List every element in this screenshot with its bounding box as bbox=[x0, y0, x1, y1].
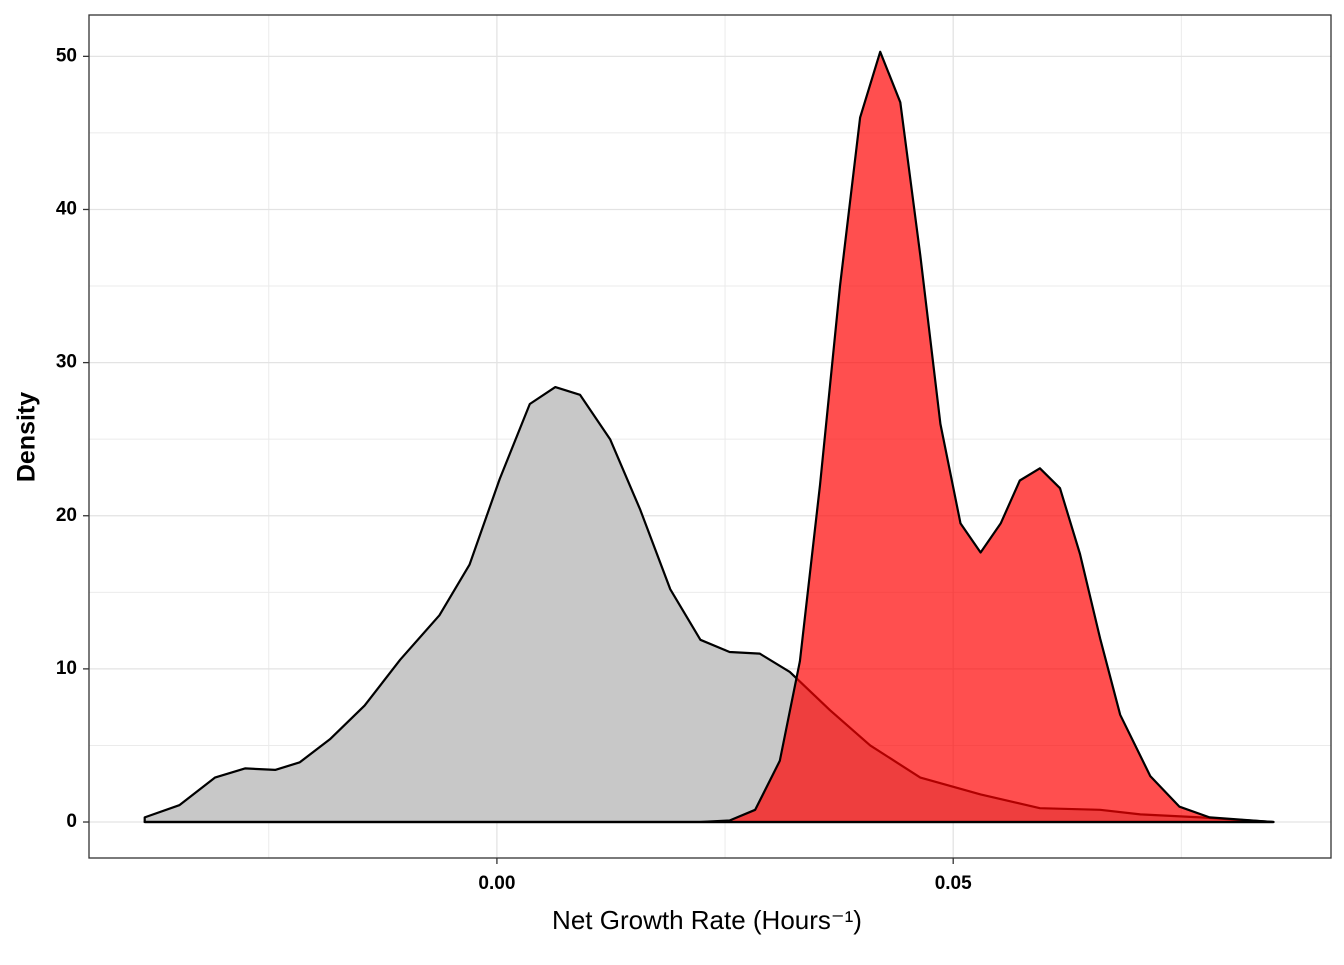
y-axis-title: Density bbox=[13, 392, 41, 482]
x-axis-title: Net Growth Rate (Hours⁻¹) bbox=[552, 905, 862, 935]
y-tick-label: 20 bbox=[56, 505, 77, 526]
y-tick-label: 30 bbox=[56, 352, 77, 373]
y-tick-label: 50 bbox=[56, 45, 77, 66]
panel-border bbox=[88, 14, 1332, 859]
y-tick-label: 10 bbox=[56, 658, 77, 679]
axes: 0 10 20 30 40 50 0.00 0.05 bbox=[56, 45, 972, 894]
plot-areas bbox=[143, 50, 1275, 824]
y-tick-label: 40 bbox=[56, 198, 77, 219]
y-tick-label: 0 bbox=[66, 811, 77, 832]
x-tick-label: 0.00 bbox=[478, 873, 515, 894]
x-tick-label: 0.05 bbox=[935, 873, 972, 894]
density-area bbox=[143, 50, 1275, 824]
